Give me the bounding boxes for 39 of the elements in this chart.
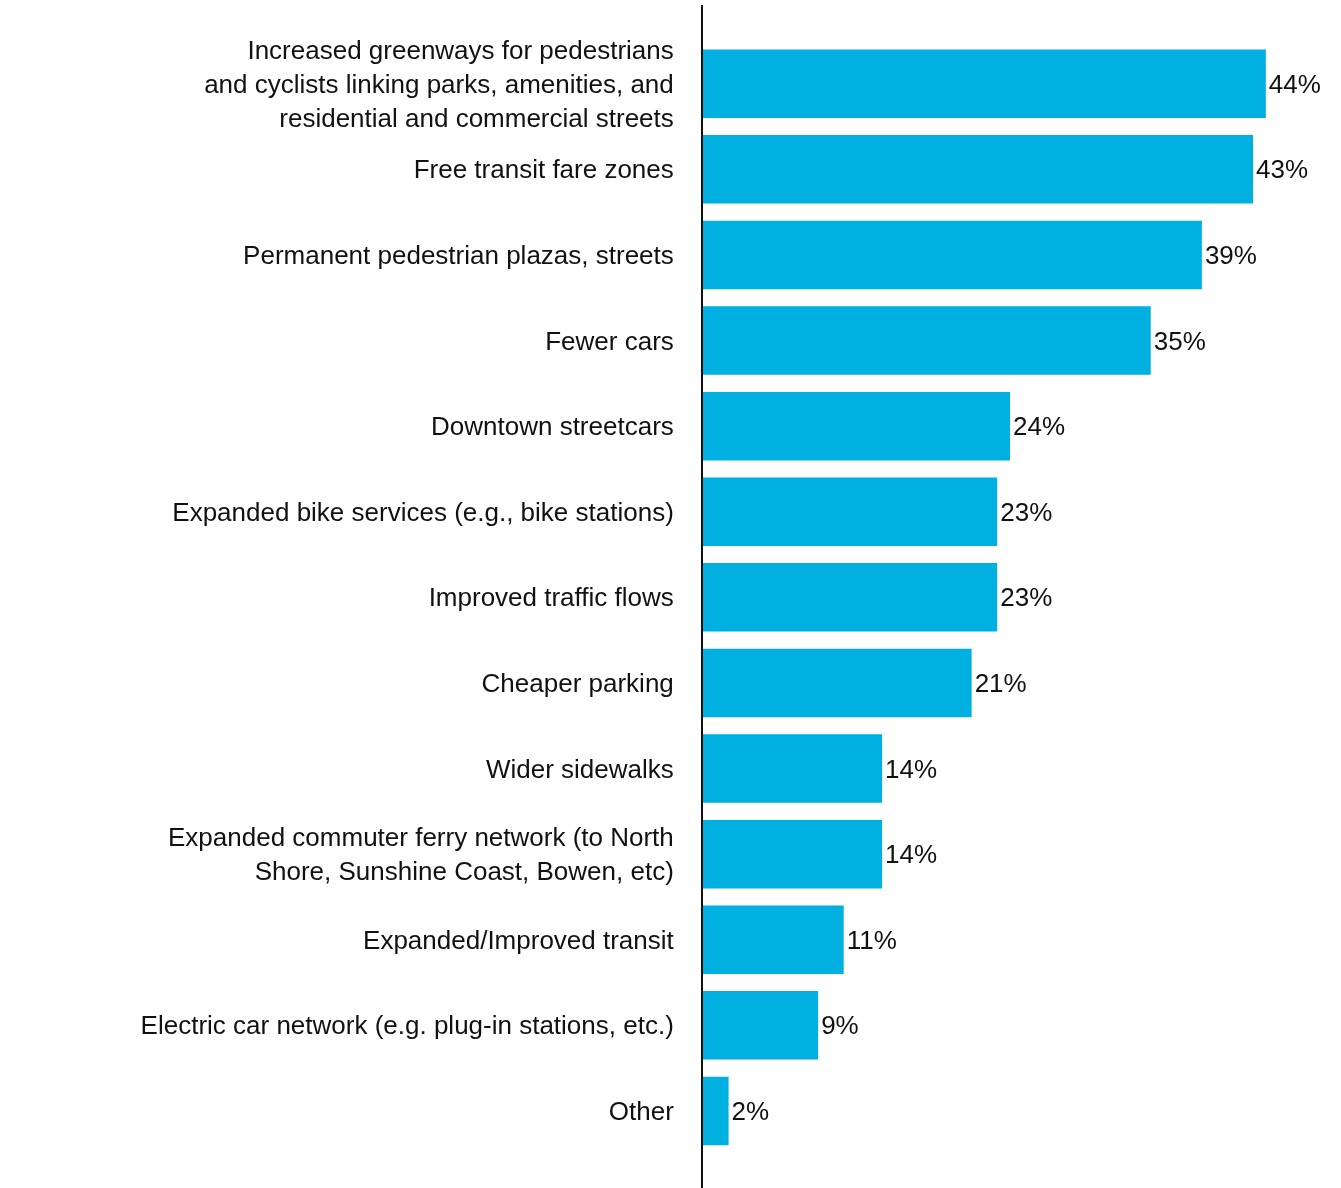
data-label: 35% (1153, 325, 1206, 356)
bar (703, 648, 972, 718)
y-tick-label: Increased greenways for pedestrians and cyclists linking parks, amenities, and residential and commercial streets (204, 35, 674, 133)
data-label: 14% (885, 753, 938, 784)
y-tick-label: Expanded/Improved transit (363, 924, 675, 955)
data-label: 23% (1000, 496, 1053, 527)
y-tick-label: Wider sidewalks (485, 753, 674, 784)
bar (703, 905, 844, 974)
bar (703, 991, 819, 1060)
y-tick-label: Cheaper parking (481, 668, 674, 699)
bar (703, 49, 1266, 118)
data-label: 44% (1268, 68, 1321, 99)
bar (703, 819, 883, 889)
y-tick-label: Fewer cars (545, 325, 674, 356)
bar (703, 391, 1010, 461)
y-tick-label: Permanent pedestrian plazas, streets (243, 240, 674, 271)
y-tick-label: Improved traffic flows (428, 582, 674, 613)
data-label: 39% (1204, 239, 1257, 270)
y-tick-label: Other (608, 1096, 675, 1127)
data-label: 21% (974, 667, 1027, 698)
bar (703, 734, 883, 803)
data-label: 11% (846, 924, 897, 955)
bar (703, 563, 998, 632)
data-label: 43% (1256, 154, 1309, 185)
data-label: 14% (885, 839, 938, 870)
data-label: 9% (821, 1010, 859, 1041)
bar (703, 135, 1254, 204)
data-label: 24% (1013, 411, 1066, 442)
y-tick-label: Expanded bike services (e.g., bike stations) (172, 496, 674, 527)
data-label: 23% (1000, 582, 1053, 613)
y-tick-label: Downtown streetcars (431, 411, 674, 442)
y-tick-label: Expanded commuter ferry network (to North Shore, Sunshine Coast, Bowen, etc) (168, 822, 674, 887)
data-label: 2% (731, 1095, 770, 1126)
bar (703, 220, 1202, 290)
y-tick-label: Free transit fare zones (413, 154, 674, 185)
y-tick-label: Electric car network (e.g. plug-in stations, etc.) (140, 1010, 674, 1041)
bar (703, 306, 1151, 375)
bar (703, 1076, 729, 1146)
bar (703, 477, 998, 546)
